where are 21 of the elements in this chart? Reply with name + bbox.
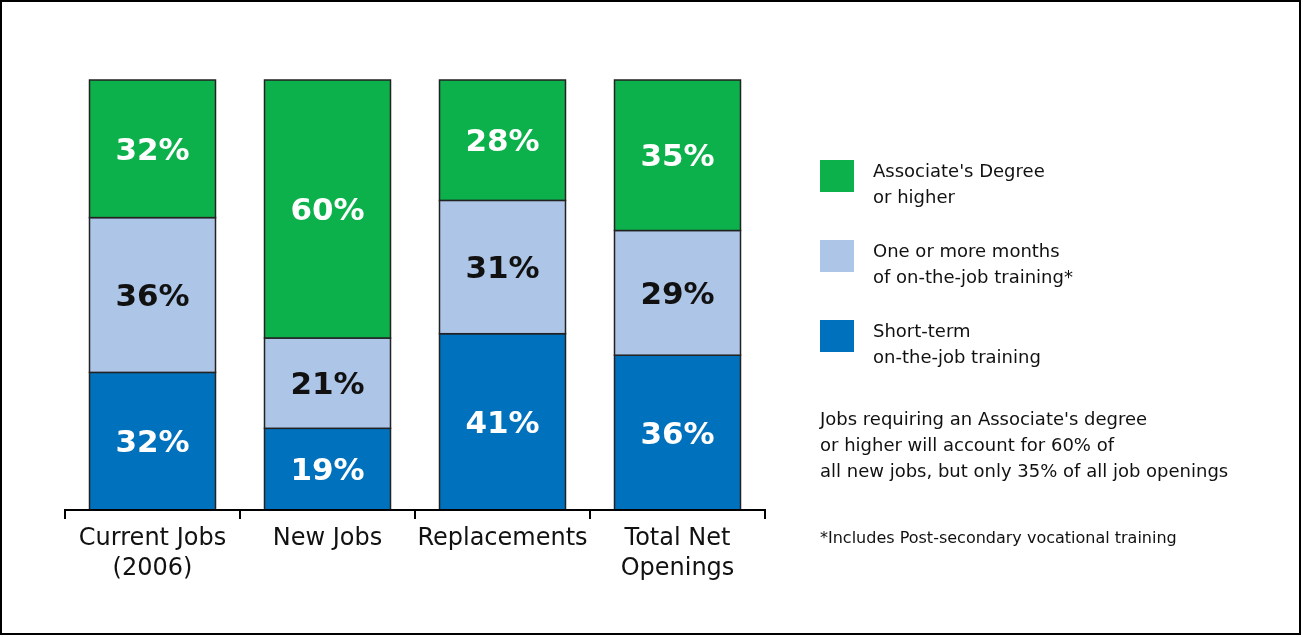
legend-label: Associate's Degree or higher <box>873 160 1045 207</box>
data-label: 36% <box>115 277 190 313</box>
data-label: 29% <box>640 274 715 311</box>
x-tick-label: Total Net Openings <box>620 523 735 581</box>
data-label: 31% <box>465 249 540 286</box>
data-label: 60% <box>290 191 365 227</box>
legend-label: Short-term on-the-job training <box>873 320 1041 367</box>
data-label: 19% <box>290 451 365 488</box>
x-tick-label: New Jobs <box>272 523 383 551</box>
legend-label: One or more months of on-the-job training* <box>873 240 1073 287</box>
data-label: 32% <box>115 130 190 167</box>
x-tick-label: Current Jobs (2006) <box>78 523 227 581</box>
data-label: 36% <box>640 414 715 451</box>
data-label: 35% <box>640 137 715 174</box>
text: *Includes Post-secondary vocational training <box>820 528 1177 547</box>
text: Jobs requiring an Associate's degree or higher will account for 60% of all new jobs, but only 35% of all job openings <box>819 408 1229 481</box>
data-label: 32% <box>115 423 190 460</box>
data-label: 28% <box>465 122 540 159</box>
data-label: 21% <box>290 365 365 402</box>
data-label: 41% <box>465 403 540 440</box>
x-tick-label: Replacements <box>417 523 588 551</box>
